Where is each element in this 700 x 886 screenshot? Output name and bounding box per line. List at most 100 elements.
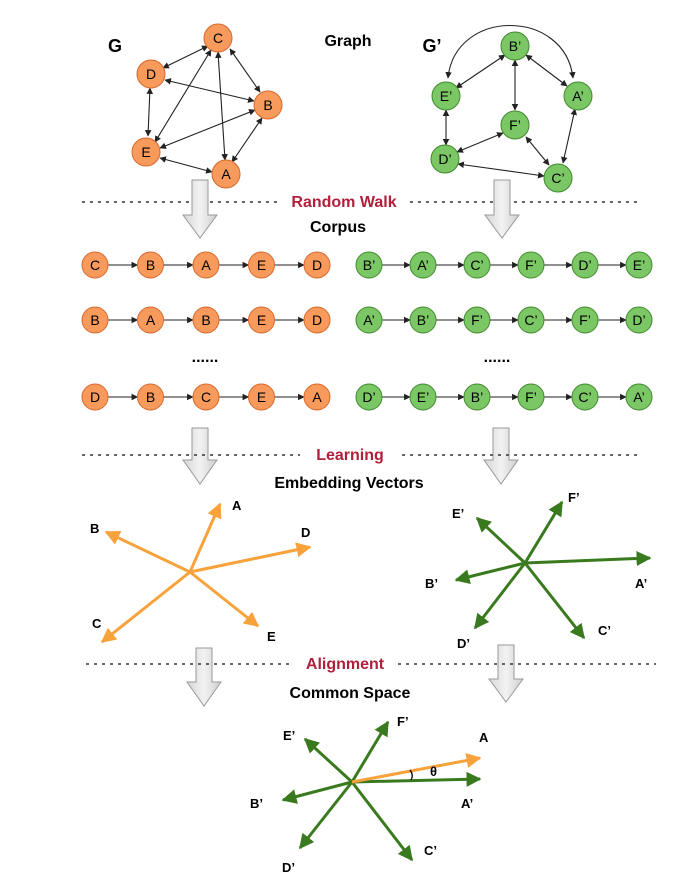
svg-text:D’: D’	[578, 257, 591, 273]
common-label-a-prime: A’	[461, 796, 473, 811]
common-vector-c-prime	[350, 781, 414, 862]
walk-node: F’	[517, 251, 545, 279]
walk-node: B’	[409, 306, 437, 334]
svg-text:B: B	[146, 257, 155, 273]
walk-node: A’	[625, 383, 653, 411]
down-arrow-2-right	[483, 427, 519, 485]
node-c-prime: C’	[543, 163, 573, 193]
svg-text:B’: B’	[363, 257, 375, 273]
svg-text:D: D	[90, 389, 100, 405]
walk-node: E	[248, 383, 275, 411]
walk-right-2: A’ B’ F’ C’ F’ D’	[355, 306, 653, 334]
svg-text:F’: F’	[509, 117, 521, 133]
common-space-heading: Common Space	[290, 685, 411, 702]
edge-c-b	[229, 48, 261, 93]
walk-node: D	[303, 306, 331, 334]
walk-node: D’	[355, 383, 383, 411]
graph-left-label: G	[108, 36, 122, 56]
svg-text:A: A	[146, 312, 156, 328]
graph-g-right: B’ E’ A’ F’ D’ C’	[430, 24, 593, 193]
vector-label-a-prime: A’	[635, 576, 647, 591]
vector-f-prime	[523, 500, 564, 564]
node-b-prime: B’	[500, 31, 530, 61]
walk-node: B	[137, 251, 164, 279]
vector-label-b: B	[90, 521, 99, 536]
svg-text:A’: A’	[572, 88, 583, 104]
svg-text:D: D	[312, 312, 322, 328]
vector-e	[189, 570, 260, 628]
common-vector-d-prime	[298, 781, 354, 850]
svg-text:E: E	[257, 389, 266, 405]
edge-d-e	[144, 87, 154, 137]
embedding-left: A B C D E	[90, 498, 312, 644]
svg-text:D: D	[146, 66, 156, 82]
edge-b-a	[231, 117, 263, 163]
svg-text:C: C	[201, 389, 211, 405]
walk-node: B	[192, 306, 220, 334]
svg-text:B: B	[201, 312, 210, 328]
svg-text:D’: D’	[632, 312, 645, 328]
walk-node: D’	[571, 251, 599, 279]
svg-text:A’: A’	[417, 257, 428, 273]
common-label-b-prime: B’	[250, 796, 263, 811]
edge-d-b	[164, 78, 255, 103]
edge-d-c-prime	[457, 161, 545, 179]
svg-text:B: B	[263, 97, 272, 113]
svg-text:E: E	[257, 312, 266, 328]
walk-right-1: B’ A’ C’ F’ D’ E’	[355, 251, 653, 279]
edge-e-a	[159, 156, 213, 174]
walk-node: A	[192, 251, 220, 279]
svg-text:B’: B’	[417, 312, 429, 328]
edge-c-e	[154, 49, 212, 143]
svg-text:B: B	[90, 312, 99, 328]
walk-node: E’	[409, 383, 437, 411]
vector-a	[188, 502, 222, 573]
node-d: D	[136, 59, 166, 89]
svg-text:C’: C’	[524, 312, 537, 328]
common-vector-b-prime	[281, 780, 353, 804]
svg-text:E’: E’	[633, 257, 645, 273]
down-arrow-1-left	[182, 179, 218, 239]
walk-node: B’	[463, 383, 491, 411]
walk-node: B	[137, 383, 164, 411]
walk-node: C’	[463, 251, 491, 279]
vector-label-e-prime: E’	[452, 506, 464, 521]
graph-heading: Graph	[324, 33, 371, 50]
svg-text:F’: F’	[471, 312, 483, 328]
graph-right-label: G’	[422, 36, 441, 56]
common-vector-a	[351, 753, 482, 784]
down-arrow-2-left	[182, 427, 218, 485]
vector-b-prime	[454, 561, 526, 585]
common-vector-f-prime	[350, 720, 390, 783]
vector-label-d-prime: D’	[457, 636, 470, 651]
stage-random-walk: Random Walk	[291, 194, 396, 211]
svg-text:A’: A’	[633, 389, 644, 405]
node-c: C	[203, 23, 233, 53]
edge-b-e	[159, 109, 256, 149]
vector-label-f-prime: F’	[568, 490, 580, 505]
svg-text:B’: B’	[509, 38, 521, 54]
embedding-heading: Embedding Vectors	[274, 475, 423, 492]
walk-node: C	[192, 383, 220, 411]
edge-a-c-prime	[561, 108, 577, 164]
svg-text:B: B	[146, 389, 155, 405]
svg-text:E’: E’	[440, 88, 452, 104]
edge-f-c-prime	[525, 136, 550, 166]
vector-d	[189, 542, 312, 574]
walk-node: A’	[409, 251, 437, 279]
walk-corpus: C B A E DB A B E DD B C E AB’ A’ C’ F’ D’ E’A’ B’ F’ C’ F’ D’D…	[81, 251, 653, 411]
edge-c-a	[215, 51, 228, 161]
edge-f-d-prime	[456, 132, 504, 153]
common-vector-e-prime	[303, 737, 354, 784]
common-vector-a-prime	[351, 771, 482, 787]
svg-text:C: C	[213, 30, 223, 46]
node-e-prime: E’	[431, 81, 461, 111]
walk-node: D’	[625, 306, 653, 334]
common-label-a: A	[479, 730, 489, 745]
svg-text:C: C	[90, 257, 100, 273]
common-space-vectors: θ A A’ B’ C’ D’ E’ F’	[250, 714, 489, 875]
svg-text:A’: A’	[363, 312, 374, 328]
